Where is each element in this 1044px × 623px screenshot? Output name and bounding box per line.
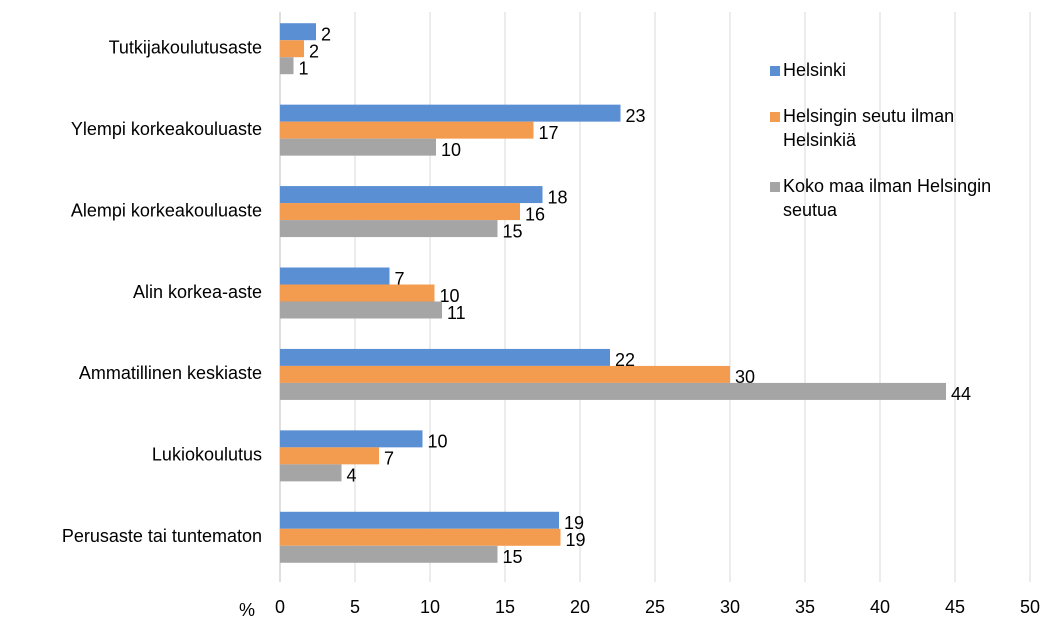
bar xyxy=(280,545,498,563)
bar xyxy=(280,301,442,319)
data-label: 15 xyxy=(503,547,523,567)
bar xyxy=(280,511,559,529)
legend-entry: Helsinki xyxy=(770,58,1020,82)
bar xyxy=(280,203,520,221)
data-label: 22 xyxy=(615,350,635,370)
legend-entry: Koko maa ilman Helsingin seutua xyxy=(770,174,1020,222)
x-tick-label: 25 xyxy=(645,597,665,617)
data-label: 7 xyxy=(384,449,394,469)
x-axis-label: % xyxy=(239,600,255,620)
category-label: Tutkijakoulutusaste xyxy=(109,37,262,57)
x-tick-label: 45 xyxy=(945,597,965,617)
x-tick-label: 5 xyxy=(350,597,360,617)
legend-label: Helsingin seutu ilman Helsinkiä xyxy=(783,106,955,150)
bar xyxy=(280,220,498,238)
bar xyxy=(280,267,390,285)
x-tick-label: 15 xyxy=(495,597,515,617)
category-label: Ylempi korkeakouluaste xyxy=(71,119,262,139)
x-tick-label: 10 xyxy=(420,597,440,617)
bar xyxy=(280,23,316,41)
x-tick-label: 40 xyxy=(870,597,890,617)
data-label: 15 xyxy=(503,221,523,241)
data-label: 2 xyxy=(309,41,319,61)
legend-label: Koko maa ilman Helsingin seutua xyxy=(783,176,992,220)
data-label: 7 xyxy=(395,269,405,289)
bar xyxy=(280,382,946,400)
category-label: Ammatillinen keskiaste xyxy=(79,363,262,383)
data-label: 18 xyxy=(548,187,568,207)
bar xyxy=(280,365,730,383)
x-tick-label: 50 xyxy=(1020,597,1040,617)
category-label: Perusaste tai tuntematon xyxy=(62,526,262,546)
category-label: Lukiokoulutus xyxy=(152,445,262,465)
bar xyxy=(280,138,436,156)
data-label: 23 xyxy=(626,106,646,126)
bar xyxy=(280,528,561,546)
x-tick-label: 35 xyxy=(795,597,815,617)
bar xyxy=(280,121,534,139)
legend-swatch xyxy=(770,66,780,76)
bar xyxy=(280,447,379,465)
legend-entry: Helsingin seutu ilman Helsinkiä xyxy=(770,104,1020,152)
data-label: 11 xyxy=(447,303,466,323)
bar xyxy=(280,104,621,122)
bar xyxy=(280,464,342,482)
bar xyxy=(280,186,543,204)
data-label: 44 xyxy=(951,384,971,404)
x-tick-label: 0 xyxy=(275,597,285,617)
legend-swatch xyxy=(770,182,780,192)
bar xyxy=(280,57,294,75)
data-label: 16 xyxy=(525,204,545,224)
x-tick-label: 20 xyxy=(570,597,590,617)
category-label: Alin korkea-aste xyxy=(133,282,262,302)
data-label: 2 xyxy=(321,24,331,44)
bar xyxy=(280,430,423,448)
data-label: 19 xyxy=(564,513,584,533)
bar xyxy=(280,40,304,58)
data-label: 19 xyxy=(566,530,586,550)
category-label: Alempi korkeakouluaste xyxy=(71,200,262,220)
data-label: 4 xyxy=(347,466,357,486)
legend-swatch xyxy=(770,112,780,122)
bar xyxy=(280,348,610,366)
data-label: 17 xyxy=(539,123,559,143)
data-label: 1 xyxy=(299,58,309,78)
bar xyxy=(280,284,435,302)
data-label: 30 xyxy=(735,367,755,387)
x-tick-label: 30 xyxy=(720,597,740,617)
data-label: 10 xyxy=(440,286,460,306)
data-label: 10 xyxy=(428,432,448,452)
data-label: 10 xyxy=(441,140,461,160)
legend-label: Helsinki xyxy=(783,60,847,80)
legend: Helsinki Helsingin seutu ilman Helsinkiä K… xyxy=(770,58,1020,244)
